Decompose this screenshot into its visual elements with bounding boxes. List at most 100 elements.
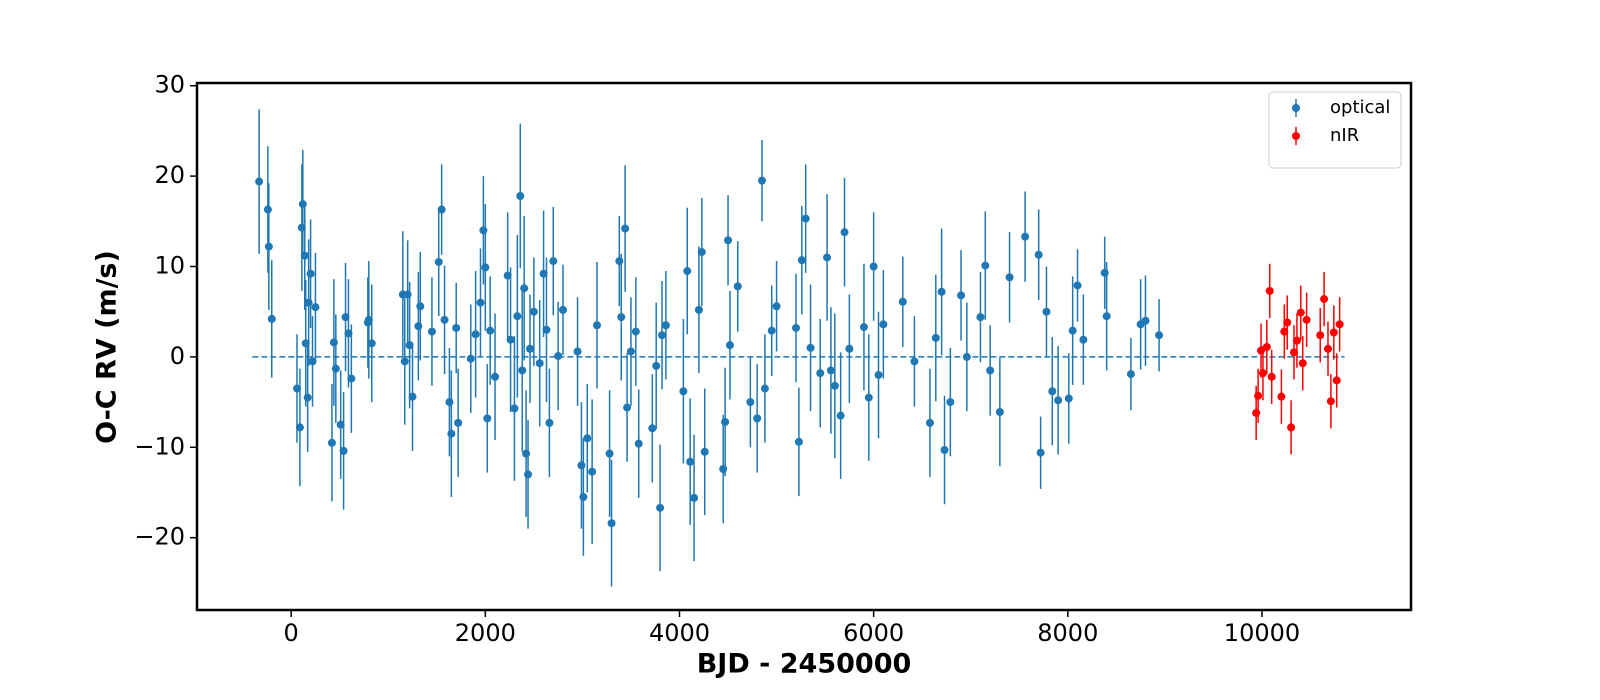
point [506, 335, 515, 344]
point [957, 291, 966, 300]
point [816, 369, 825, 378]
point [367, 339, 376, 348]
point [1283, 318, 1292, 327]
x-tick-label: 6000 [843, 619, 904, 647]
point [1302, 315, 1311, 324]
y-tick-label: 10 [154, 252, 185, 280]
point [801, 214, 810, 223]
point [1262, 342, 1271, 351]
point [623, 403, 632, 412]
point [1100, 268, 1109, 277]
point [874, 370, 883, 379]
point [311, 303, 320, 312]
point [859, 323, 868, 332]
point [898, 297, 907, 306]
point [1054, 396, 1063, 405]
point [336, 420, 345, 429]
x-tick-label: 4000 [649, 619, 710, 647]
point [1036, 448, 1045, 457]
point [592, 321, 601, 330]
point [518, 366, 527, 375]
point [617, 313, 626, 322]
point [733, 282, 742, 291]
point [697, 248, 706, 257]
point [1042, 307, 1051, 316]
point [549, 257, 558, 266]
point [634, 439, 643, 448]
point [1265, 286, 1274, 295]
point [1155, 331, 1164, 340]
point [1073, 281, 1082, 290]
point [1298, 359, 1307, 368]
point [719, 464, 728, 473]
point [683, 267, 692, 276]
point [864, 393, 873, 402]
point [1034, 250, 1043, 259]
point [976, 313, 985, 322]
point [840, 228, 849, 237]
point [1021, 232, 1030, 241]
point [694, 305, 703, 314]
point [308, 357, 317, 366]
point [931, 333, 940, 342]
point [588, 467, 597, 476]
plot-frame [195, 81, 1413, 612]
point [925, 418, 934, 427]
point [1290, 348, 1299, 357]
x-tick-label: 0 [284, 619, 299, 647]
point [981, 261, 990, 270]
point [267, 314, 276, 323]
point [542, 325, 551, 334]
point [341, 313, 350, 322]
point [1335, 320, 1344, 329]
point [1048, 387, 1057, 396]
point [605, 449, 614, 458]
point [403, 290, 412, 299]
point [631, 327, 640, 336]
point [1258, 369, 1267, 378]
point [823, 253, 832, 262]
point [440, 315, 449, 324]
point [772, 302, 781, 311]
point [292, 384, 301, 393]
point [648, 424, 657, 433]
point [700, 447, 709, 456]
point [721, 417, 730, 426]
point [760, 384, 769, 393]
point [1102, 312, 1111, 321]
point [836, 411, 845, 420]
x-tick-label: 10000 [1224, 619, 1300, 647]
point [452, 323, 461, 332]
point [545, 418, 554, 427]
point [416, 302, 425, 311]
point [264, 242, 273, 251]
point [986, 366, 995, 375]
point [767, 326, 776, 335]
point [826, 366, 835, 375]
point [466, 354, 475, 363]
point [1277, 392, 1286, 401]
point [263, 205, 272, 214]
y-tick-label: −10 [134, 432, 185, 460]
point [1296, 308, 1305, 317]
point [558, 305, 567, 314]
point [327, 438, 336, 447]
point [520, 284, 529, 293]
point [434, 257, 443, 266]
point [607, 519, 616, 528]
point [503, 271, 512, 280]
point [1141, 316, 1150, 325]
point [1292, 336, 1301, 345]
point [753, 414, 762, 423]
point [1329, 328, 1338, 337]
point [516, 191, 525, 200]
point [1254, 391, 1263, 400]
legend-label: nIR [1330, 125, 1359, 146]
legend: optical nIR [1268, 91, 1402, 169]
x-tick-label: 2000 [455, 619, 516, 647]
point [513, 312, 522, 321]
legend-marker [1292, 132, 1300, 140]
point [1064, 394, 1073, 403]
point [746, 398, 755, 407]
point [427, 327, 436, 336]
